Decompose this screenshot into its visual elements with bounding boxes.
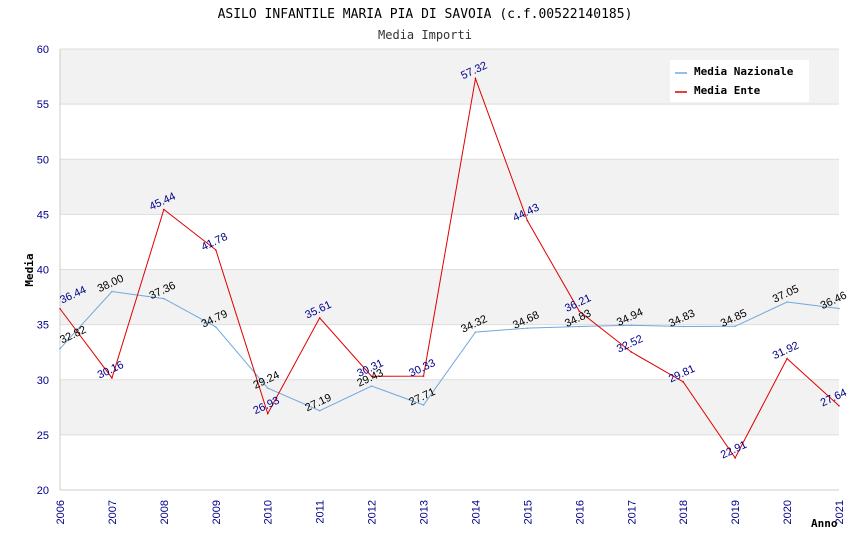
data-point bbox=[786, 357, 788, 360]
x-tick-label: 2007 bbox=[107, 500, 119, 524]
series-line-nazionale bbox=[59, 291, 840, 412]
data-point bbox=[111, 290, 113, 293]
data-point bbox=[682, 325, 684, 328]
data-point bbox=[838, 307, 840, 310]
data-point bbox=[578, 310, 581, 313]
data-point bbox=[734, 325, 736, 328]
x-tick-label: 2016 bbox=[574, 500, 586, 524]
data-point bbox=[786, 301, 788, 303]
grid-band bbox=[60, 159, 839, 215]
y-tick-label: 50 bbox=[37, 154, 49, 166]
legend-label-ente: Media Ente bbox=[694, 84, 761, 97]
data-label: 32.82 bbox=[58, 324, 88, 347]
x-tick-label: 2019 bbox=[730, 500, 742, 524]
data-point bbox=[370, 375, 373, 378]
grid-band bbox=[60, 269, 839, 325]
y-tick-label: 55 bbox=[37, 99, 49, 111]
x-axis-label: Anno bbox=[811, 517, 838, 530]
y-tick-label: 20 bbox=[37, 485, 49, 497]
chart-title: ASILO INFANTILE MARIA PIA DI SAVOIA (c.f… bbox=[218, 7, 633, 22]
data-point bbox=[474, 331, 477, 333]
y-tick-label: 45 bbox=[37, 209, 49, 221]
data-point bbox=[59, 307, 61, 310]
data-point bbox=[734, 457, 736, 459]
data-point bbox=[526, 327, 529, 329]
data-point bbox=[318, 409, 321, 412]
x-tick-label: 2021 bbox=[834, 500, 846, 524]
x-tick-label: 2017 bbox=[626, 500, 638, 524]
data-label: 31.92 bbox=[771, 340, 801, 363]
data-point bbox=[215, 326, 217, 328]
data-label: 41.78 bbox=[200, 231, 230, 254]
legend-label-nazionale: Media Nazionale bbox=[694, 65, 794, 78]
y-axis-label: Media bbox=[23, 253, 36, 286]
data-point bbox=[215, 249, 217, 251]
x-tick-label: 2009 bbox=[211, 500, 223, 524]
data-point bbox=[630, 351, 633, 353]
data-point bbox=[163, 208, 165, 211]
data-point bbox=[578, 325, 581, 328]
x-tick-label: 2015 bbox=[522, 500, 534, 524]
data-point bbox=[318, 317, 321, 319]
data-point bbox=[59, 347, 61, 350]
grid-band bbox=[60, 379, 839, 435]
data-point bbox=[474, 77, 477, 80]
data-point bbox=[266, 387, 269, 389]
x-tick-label: 2012 bbox=[367, 500, 379, 524]
series-line-ente bbox=[59, 76, 840, 459]
data-point bbox=[266, 412, 269, 415]
data-point bbox=[422, 404, 425, 406]
data-point bbox=[630, 324, 633, 327]
y-tick-label: 35 bbox=[37, 320, 49, 332]
legend: Media Nazionale Media Ente bbox=[670, 60, 809, 102]
y-tick-label: 60 bbox=[37, 44, 49, 56]
axis-ticks: 20 25 30 35 40 45 50 55 60 2006 2007 2008 2009 2010 20… bbox=[37, 44, 846, 524]
data-point bbox=[526, 219, 529, 222]
data-point bbox=[838, 404, 840, 407]
x-tick-label: 2006 bbox=[55, 500, 67, 524]
x-tick-label: 2018 bbox=[678, 500, 690, 524]
legend-box bbox=[670, 60, 809, 102]
data-point bbox=[682, 381, 684, 383]
data-point bbox=[422, 375, 425, 377]
x-tick-label: 2010 bbox=[263, 500, 275, 524]
y-tick-label: 40 bbox=[37, 265, 49, 277]
x-tick-label: 2020 bbox=[782, 500, 794, 524]
data-label: 32.52 bbox=[615, 333, 645, 356]
x-tick-label: 2008 bbox=[159, 500, 171, 524]
chart-subtitle: Media Importi bbox=[378, 28, 472, 42]
data-point bbox=[163, 297, 165, 300]
x-tick-label: 2011 bbox=[315, 500, 327, 524]
x-tick-label: 2014 bbox=[470, 500, 482, 524]
y-tick-label: 30 bbox=[37, 375, 49, 387]
y-tick-label: 25 bbox=[37, 430, 49, 442]
grid-bands bbox=[59, 48, 839, 491]
series-lines bbox=[59, 76, 840, 459]
data-label: 22.91 bbox=[719, 439, 749, 462]
data-point bbox=[111, 377, 113, 379]
x-tick-label: 2013 bbox=[419, 500, 431, 524]
data-point bbox=[370, 385, 373, 387]
